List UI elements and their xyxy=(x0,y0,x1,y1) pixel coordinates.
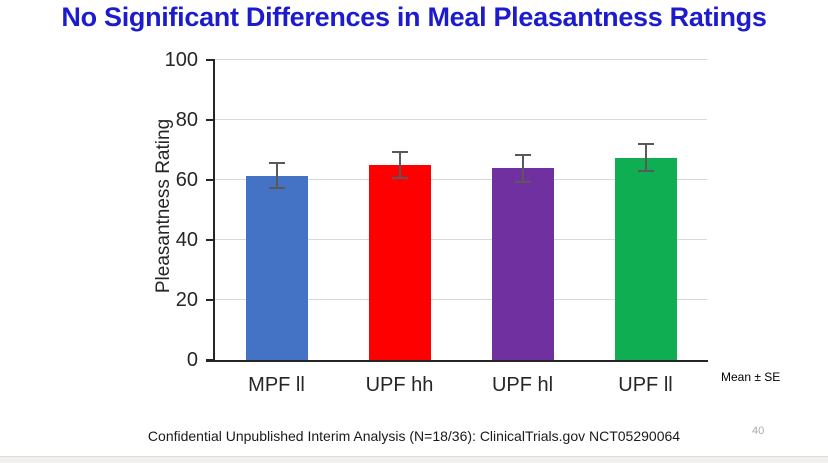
y-tick-mark-60 xyxy=(206,179,215,181)
error-bar-line-upf-hl xyxy=(521,154,524,182)
bar-upf-hl xyxy=(491,168,554,360)
y-tick-mark-0 xyxy=(206,359,215,361)
gridline-40 xyxy=(215,239,707,240)
bar-mpf-ll xyxy=(245,175,308,360)
x-axis-label-upf-hl: UPF hl xyxy=(491,374,554,396)
y-tick-label-40: 40 xyxy=(175,229,198,251)
error-bar-cap-top-upf-hh xyxy=(391,150,408,153)
mean-se-note: Mean ± SE xyxy=(721,370,781,384)
gridline-80 xyxy=(215,119,707,120)
page-number: 40 xyxy=(752,425,765,437)
error-bar-line-mpf-ll xyxy=(275,162,278,189)
error-bar-cap-bottom-mpf-ll xyxy=(268,187,285,190)
y-tick-label-100: 100 xyxy=(164,49,198,71)
y-tick-label-80: 80 xyxy=(175,109,198,131)
bar-upf-hh xyxy=(368,165,431,360)
error-bar-cap-bottom-upf-hl xyxy=(514,180,531,183)
error-bar-cap-top-mpf-ll xyxy=(268,161,285,164)
gridline-60 xyxy=(215,179,707,180)
error-bar-cap-top-upf-ll xyxy=(637,142,654,145)
error-bar-cap-bottom-upf-hh xyxy=(391,177,408,180)
error-bar-line-upf-ll xyxy=(644,143,647,172)
x-axis-label-mpf-ll: MPF ll xyxy=(248,374,305,396)
error-bar-line-upf-hh xyxy=(398,151,401,179)
y-tick-label-0: 0 xyxy=(186,349,198,371)
y-tick-label-20: 20 xyxy=(175,289,198,311)
y-axis-title: Pleasantness Rating xyxy=(153,118,174,294)
error-bar-cap-top-upf-hl xyxy=(514,153,531,156)
x-axis-line xyxy=(206,360,708,362)
y-tick-mark-40 xyxy=(206,239,215,241)
slide-title: No Significant Differences in Meal Pleas… xyxy=(61,2,767,32)
bar-upf-ll xyxy=(614,157,677,360)
x-axis-label-upf-ll: UPF ll xyxy=(618,374,673,396)
y-tick-label-60: 60 xyxy=(175,169,198,191)
y-axis-line xyxy=(213,59,215,362)
y-tick-mark-80 xyxy=(206,119,215,121)
gridline-100 xyxy=(215,59,707,60)
footer-disclaimer: Confidential Unpublished Interim Analysi… xyxy=(147,428,681,444)
gridline-20 xyxy=(215,299,707,300)
y-tick-mark-100 xyxy=(206,59,215,61)
error-bar-cap-bottom-upf-ll xyxy=(637,170,654,173)
x-axis-label-upf-hh: UPF hh xyxy=(365,374,434,396)
y-tick-mark-20 xyxy=(206,299,215,301)
bottom-bar xyxy=(0,456,828,463)
plot-area xyxy=(215,59,707,360)
